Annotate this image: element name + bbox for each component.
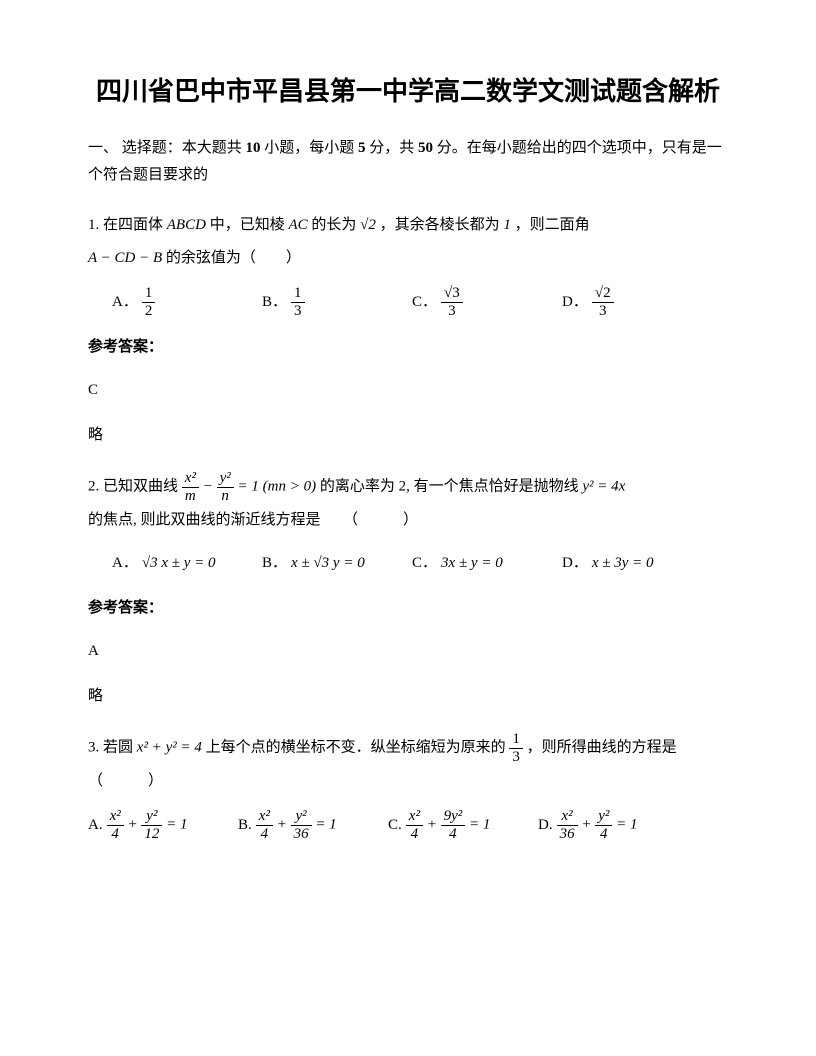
q2-answer: A [88, 635, 728, 668]
q1-options: A． 12 B． 13 C． √33 D． √23 [112, 285, 728, 319]
q2-option-a: A． √3 x ± y = 0 [112, 547, 262, 580]
q1-option-b: B． 13 [262, 285, 412, 319]
q3-opt-c-label: C. [388, 809, 402, 842]
q1-text-f: 的余弦值为（ ） [162, 250, 301, 266]
q2-option-b: B． x ± √3 y = 0 [262, 547, 412, 580]
q3-text-a: 若圆 [103, 739, 137, 755]
q1-opt-d-frac: √23 [592, 285, 614, 319]
q3-option-d: D. x²36 + y²4 = 1 [538, 808, 688, 842]
q1-note: 略 [88, 419, 728, 452]
q3-option-c: C. x²4 + 9y²4 = 1 [388, 808, 538, 842]
section-count-3: 50 [418, 140, 433, 156]
section-count-1: 10 [246, 140, 261, 156]
q3-text-line-1: 3. 若圆 x² + y² = 4 上每个点的横坐标不变．纵坐标缩短为原来的 1… [88, 731, 728, 798]
q3-opt-d-eq: x²36 + y²4 = 1 [557, 808, 638, 842]
q1-b-den: 3 [291, 303, 305, 320]
q1-opt-d-label: D． [562, 286, 588, 319]
q3-frac-num: 1 [509, 731, 523, 749]
section-prefix: 一、 选择题：本大题共 [88, 140, 246, 156]
q3-num: 3. [88, 739, 103, 755]
q2-opt-d-label: D． [562, 547, 588, 580]
q2-opt-d-eq: x ± 3y = 0 [592, 547, 654, 580]
q3-option-b: B. x²4 + y²36 = 1 [238, 808, 388, 842]
q2-opt-b-label: B． [262, 547, 287, 580]
q3-frac-den: 3 [509, 749, 523, 766]
q1-text-a: 在四面体 [103, 217, 167, 233]
q1-text-line-2: A − CD − B 的余弦值为（ ） [88, 242, 728, 275]
q1-a-num: 1 [142, 285, 156, 303]
q2-option-d: D． x ± 3y = 0 [562, 547, 712, 580]
q1-text-d: ，其余各棱长都为 [376, 217, 504, 233]
q2-hyperbola-eq: x²m − y²n = 1 (mn > 0) [182, 470, 316, 504]
q3-opt-c-eq: x²4 + 9y²4 = 1 [406, 808, 491, 842]
q1-opt-b-frac: 13 [291, 285, 305, 319]
q2-text-line-2: 的焦点, 则此双曲线的渐近线方程是 （ ） [88, 504, 728, 537]
q2-text-line-1: 2. 已知双曲线 x²m − y²n = 1 (mn > 0) 的离心率为 2,… [88, 470, 728, 504]
q1-opt-a-label: A． [112, 286, 138, 319]
q2-text-a: 已知双曲线 [103, 478, 182, 494]
q1-option-a: A． 12 [112, 285, 262, 319]
q3-text-b: 上每个点的横坐标不变．纵坐标缩短为原来的 [202, 739, 510, 755]
question-2: 2. 已知双曲线 x²m − y²n = 1 (mn > 0) 的离心率为 2,… [88, 470, 728, 713]
section-mid-2: 分，共 [366, 140, 419, 156]
q3-opt-b-label: B. [238, 809, 252, 842]
q2-num: 2. [88, 478, 103, 494]
q1-ac: AC [288, 217, 307, 233]
page-title: 四川省巴中市平昌县第一中学高二数学文测试题含解析 [88, 72, 728, 111]
q2-opt-c-label: C． [412, 547, 437, 580]
q1-opt-c-label: C． [412, 286, 437, 319]
q2-opt-b-eq: x ± √3 y = 0 [291, 547, 365, 580]
question-1: 1. 在四面体 ABCD 中，已知棱 AC 的长为 √2 ，其余各棱长都为 1 … [88, 209, 728, 452]
q2-parabola: y² = 4x [582, 478, 625, 494]
q1-option-d: D． √23 [562, 285, 712, 319]
q1-opt-c-frac: √33 [441, 285, 463, 319]
q3-opt-b-eq: x²4 + y²36 = 1 [256, 808, 337, 842]
q1-one: 1 [503, 217, 511, 233]
q2-opt-c-eq: 3x ± y = 0 [441, 547, 503, 580]
q1-option-c: C． √33 [412, 285, 562, 319]
q1-angle: A − CD − B [88, 250, 162, 266]
q2-option-c: C． 3x ± y = 0 [412, 547, 562, 580]
q1-text-c: 的长为 [308, 217, 361, 233]
q1-num: 1. [88, 217, 103, 233]
q1-d-num: √2 [592, 285, 614, 303]
q3-option-a: A. x²4 + y²12 = 1 [88, 808, 238, 842]
q2-opt-a-label: A． [112, 547, 138, 580]
section-mid-1: 小题，每小题 [261, 140, 359, 156]
q1-opt-b-label: B． [262, 286, 287, 319]
q3-opt-a-label: A. [88, 809, 103, 842]
q1-opt-a-frac: 12 [142, 285, 156, 319]
q2-note: 略 [88, 680, 728, 713]
q1-text-e: ，则二面角 [511, 217, 590, 233]
q2-answer-label: 参考答案： [88, 592, 728, 625]
q1-text-line-1: 1. 在四面体 ABCD 中，已知棱 AC 的长为 √2 ，其余各棱长都为 1 … [88, 209, 728, 242]
q1-b-num: 1 [291, 285, 305, 303]
q2-opt-a-eq: √3 x ± y = 0 [142, 547, 216, 580]
section-count-2: 5 [358, 140, 366, 156]
q1-answer: C [88, 374, 728, 407]
q1-sqrt2: √2 [360, 217, 376, 233]
q3-circle-eq: x² + y² = 4 [137, 739, 202, 755]
q1-answer-label: 参考答案： [88, 331, 728, 364]
q3-onethird: 13 [509, 731, 523, 765]
q1-d-den: 3 [592, 303, 614, 320]
q3-options: A. x²4 + y²12 = 1 B. x²4 + y²36 = 1 C. x… [88, 808, 728, 842]
q1-abcd: ABCD [167, 217, 206, 233]
q1-a-den: 2 [142, 303, 156, 320]
q2-options: A． √3 x ± y = 0 B． x ± √3 y = 0 C． 3x ± … [112, 547, 728, 580]
q3-opt-a-eq: x²4 + y²12 = 1 [107, 808, 188, 842]
question-3: 3. 若圆 x² + y² = 4 上每个点的横坐标不变．纵坐标缩短为原来的 1… [88, 731, 728, 842]
exam-page: 四川省巴中市平昌县第一中学高二数学文测试题含解析 一、 选择题：本大题共 10 … [0, 0, 816, 900]
q3-opt-d-label: D. [538, 809, 553, 842]
section-header: 一、 选择题：本大题共 10 小题，每小题 5 分，共 50 分。在每小题给出的… [88, 135, 728, 189]
q1-c-num: √3 [441, 285, 463, 303]
q1-c-den: 3 [441, 303, 463, 320]
q2-text-b: 的离心率为 2, 有一个焦点恰好是抛物线 [316, 478, 582, 494]
q1-text-b: 中，已知棱 [206, 217, 289, 233]
